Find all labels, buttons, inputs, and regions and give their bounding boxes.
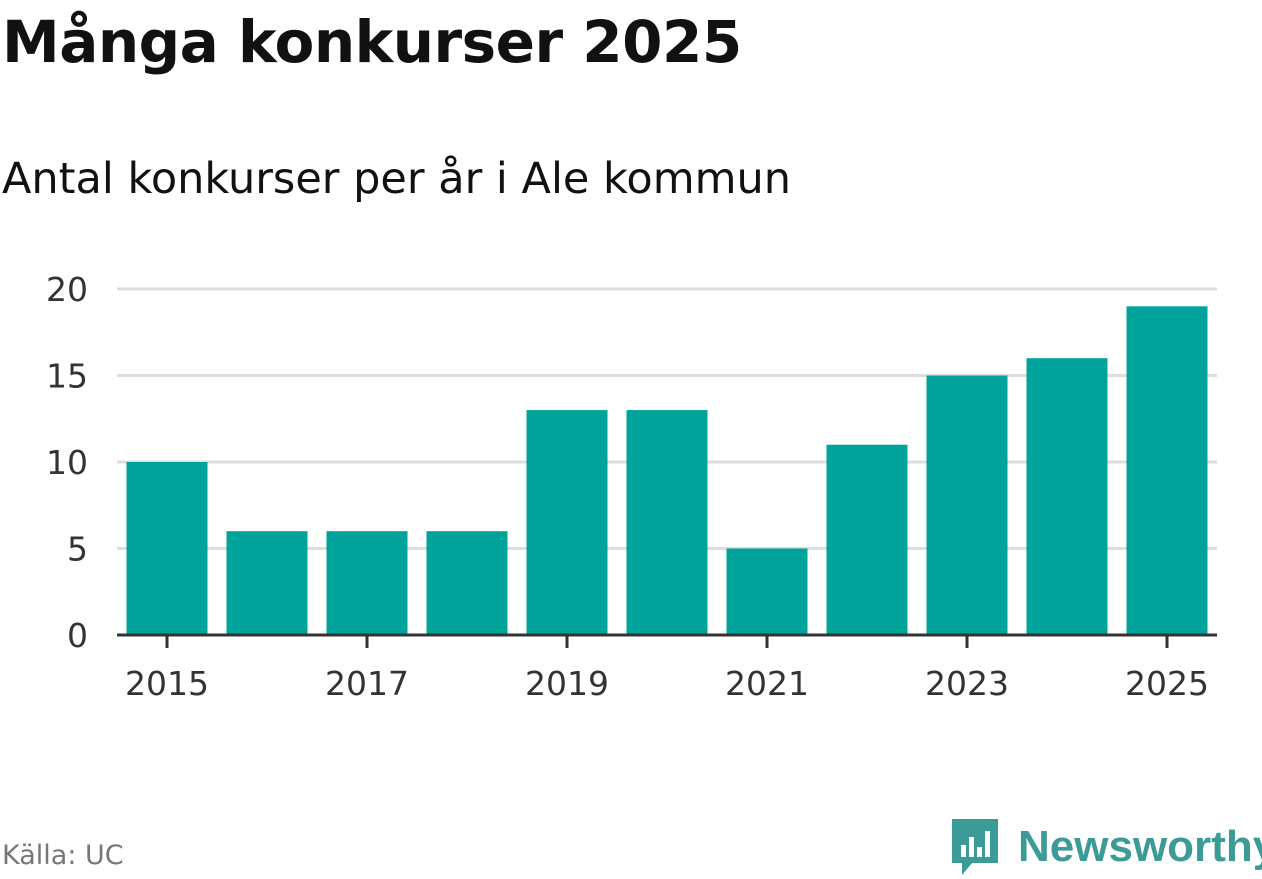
x-tick-label: 2023	[925, 664, 1009, 703]
y-tick-label: 0	[67, 616, 88, 655]
x-tick-label: 2025	[1125, 664, 1209, 703]
bar-2016	[226, 531, 308, 635]
chart-title: Många konkurser 2025	[2, 8, 742, 76]
y-tick-label: 20	[46, 270, 88, 309]
bar-2015	[126, 462, 208, 635]
x-tick-label: 2021	[725, 664, 809, 703]
bar-2023	[926, 375, 1008, 635]
axes: 0 5 10 15 20 2015 2017 2019 2021 2023 2025	[46, 270, 1217, 703]
bar-2022	[826, 444, 908, 635]
chart-subtitle: Antal konkurser per år i Ale kommun	[2, 154, 791, 204]
y-tick-label: 15	[46, 357, 88, 396]
bar-2025	[1126, 306, 1208, 635]
y-tick-label: 10	[46, 443, 88, 482]
bar-2018	[426, 531, 508, 635]
source-note: Källa: UC	[2, 840, 124, 871]
brand-logo[interactable]: Newsworthy	[950, 817, 1262, 877]
bar-2021	[726, 548, 808, 635]
bar-2019	[526, 410, 608, 635]
brand-name: Newsworthy	[1018, 822, 1262, 871]
x-tick-label: 2019	[525, 664, 609, 703]
bar-2017	[326, 531, 408, 635]
bar-chart-chat-icon	[952, 819, 998, 875]
x-tick-label: 2015	[125, 664, 209, 703]
y-tick-label: 5	[67, 530, 88, 569]
bars	[126, 306, 1208, 635]
x-tick-label: 2017	[325, 664, 409, 703]
bar-2020	[626, 410, 708, 635]
bar-chart: 0 5 10 15 20 2015 2017 2019 2021 2023 2025	[46, 270, 1217, 703]
bar-2024	[1026, 358, 1108, 635]
